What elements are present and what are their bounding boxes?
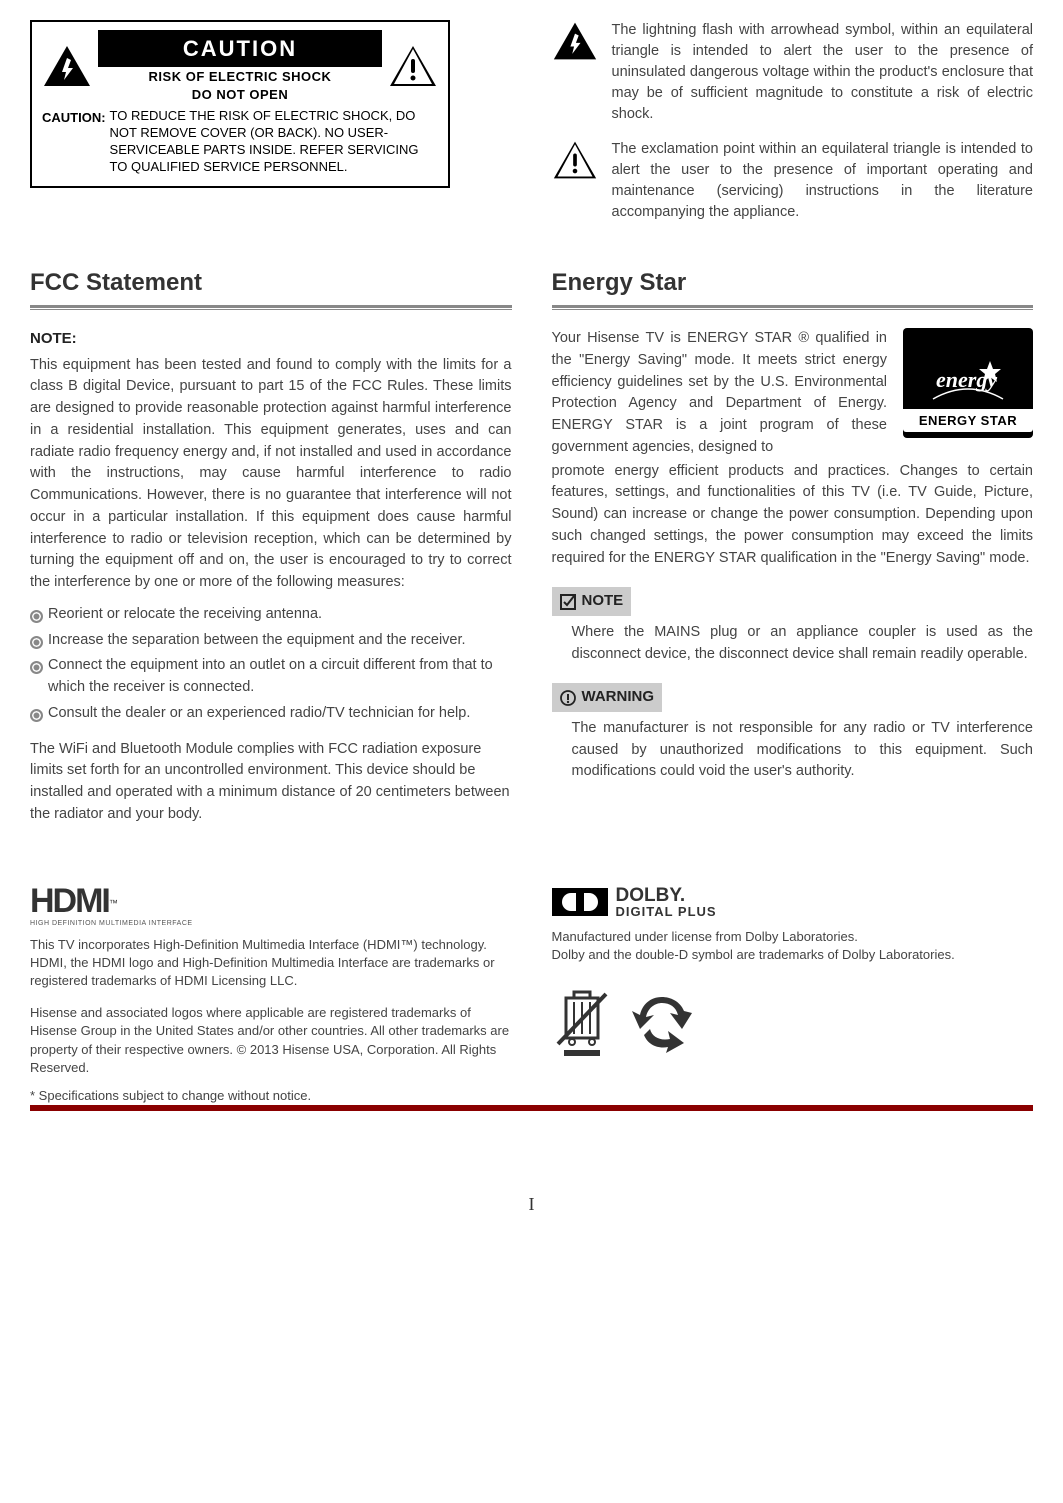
fcc-paragraph-2: The WiFi and Bluetooth Module complies w… (30, 739, 512, 826)
fcc-paragraph-1: This equipment has been tested and found… (30, 355, 512, 594)
fcc-heading: FCC Statement (30, 265, 512, 301)
note-callout-body: Where the MAINS plug or an appliance cou… (552, 622, 1034, 666)
caution-body-label: CAUTION: (42, 108, 110, 176)
exclaim-icon (552, 139, 598, 181)
check-icon (560, 594, 576, 610)
caution-subtitle2: DO NOT OPEN (98, 85, 382, 103)
hdmi-text-1: This TV incorporates High-Definition Mul… (30, 936, 512, 954)
warning-callout-body: The manufacturer is not responsible for … (552, 718, 1034, 783)
lightning-triangle-icon (42, 44, 92, 88)
recycle-icon (630, 991, 694, 1055)
warning-callout-header: WARNING (552, 683, 663, 712)
energy-paragraph-bottom: promote energy efficient products and pr… (552, 461, 1034, 570)
hdmi-text-2: HDMI, the HDMI logo and High-Definition … (30, 954, 512, 990)
dolby-logo: DOLBY. DIGITAL PLUS (552, 886, 1034, 918)
fcc-bullet: Consult the dealer or an experienced rad… (30, 703, 512, 725)
caution-box: CAUTION RISK OF ELECTRIC SHOCK DO NOT OP… (30, 20, 450, 188)
dolby-text-2: Dolby and the double-D symbol are tradem… (552, 946, 1034, 964)
lightning-icon (552, 20, 598, 62)
exclaim-triangle-icon (388, 44, 438, 88)
fcc-bullet: Reorient or relocate the receiving anten… (30, 604, 512, 626)
hisense-trademark-text: Hisense and associated logos where appli… (30, 1004, 512, 1077)
energy-star-logo: energy ENERGY STAR (903, 328, 1033, 438)
fcc-bullet-list: Reorient or relocate the receiving anten… (30, 604, 512, 725)
energy-paragraph-top: Your Hisense TV is ENERGY STAR ® qualifi… (552, 328, 888, 459)
fcc-bullet: Connect the equipment into an outlet on … (30, 655, 512, 699)
lightning-description: The lightning flash with arrowhead symbo… (612, 20, 1034, 125)
hdmi-logo: HDMI™ HIGH DEFINITION MULTIMEDIA INTERFA… (30, 886, 512, 930)
fcc-bullet: Increase the separation between the equi… (30, 630, 512, 652)
energy-star-label: ENERGY STAR (903, 409, 1033, 433)
spec-notice: * Specifications subject to change witho… (30, 1087, 512, 1105)
footer-divider (30, 1105, 1033, 1111)
fcc-note-label: NOTE: (30, 328, 512, 351)
warning-icon (560, 690, 576, 706)
caution-body-text: TO REDUCE THE RISK OF ELECTRIC SHOCK, DO… (110, 108, 438, 176)
energy-heading: Energy Star (552, 265, 1034, 301)
exclaim-description: The exclamation point within an equilate… (612, 139, 1034, 223)
weee-bin-icon (552, 988, 612, 1058)
dolby-text-1: Manufactured under license from Dolby La… (552, 928, 1034, 946)
caution-title: CAUTION (98, 30, 382, 67)
caution-subtitle1: RISK OF ELECTRIC SHOCK (98, 67, 382, 85)
note-callout-header: NOTE (552, 587, 632, 616)
page-number: I (30, 1191, 1033, 1218)
